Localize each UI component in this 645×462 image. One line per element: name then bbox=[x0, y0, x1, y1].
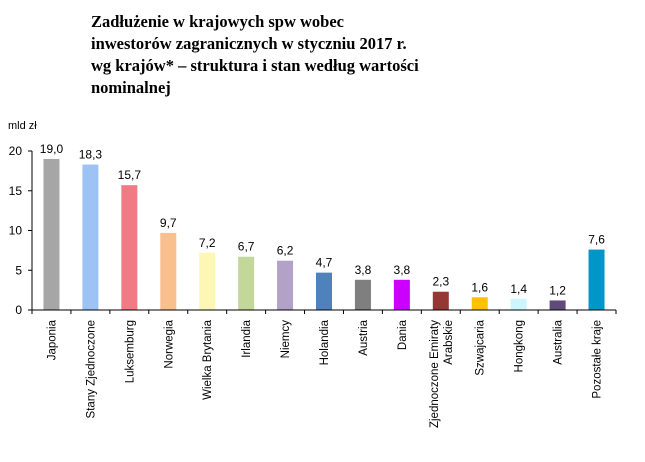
bar bbox=[160, 232, 177, 310]
bar-value-label: 7,6 bbox=[588, 233, 605, 247]
bar bbox=[199, 252, 216, 310]
y-axis: 0 5 10 15 20 bbox=[9, 144, 33, 317]
bar-value-label: 2,3 bbox=[432, 275, 449, 289]
x-category-label: Pozostałe kraje bbox=[592, 320, 604, 399]
x-category-label: Norwegia bbox=[163, 319, 175, 368]
bar bbox=[121, 185, 138, 310]
bar bbox=[510, 298, 527, 310]
chart-title-line-3: wg krajów* – struktura i stan według war… bbox=[91, 56, 419, 75]
y-tick-label: 0 bbox=[15, 303, 22, 317]
bar-value-label: 1,2 bbox=[549, 283, 566, 297]
x-category-label: Australia bbox=[553, 319, 565, 364]
x-category-label: Irlandia bbox=[241, 319, 253, 357]
x-category-label: Niemcy bbox=[280, 320, 292, 359]
bar-value-label: 4,7 bbox=[316, 256, 333, 270]
x-category-label: Stany Zjednoczone bbox=[85, 320, 97, 418]
chart-title: Zadłużenie w krajowych spw wobec inwesto… bbox=[91, 11, 561, 99]
y-axis-label: mld zł bbox=[8, 120, 37, 132]
bar-value-label: 15,7 bbox=[118, 168, 142, 182]
bar bbox=[588, 249, 605, 310]
bars: 19,0 18,3 15,7 9,7 7,2 6,7 6,2 4,7 3,8 3,8 2,3 1,6 1… bbox=[40, 142, 605, 310]
bar bbox=[549, 300, 566, 310]
bar-value-label: 3,8 bbox=[394, 263, 411, 277]
bar bbox=[393, 279, 410, 310]
chart-title-line-1: Zadłużenie w krajowych spw wobec bbox=[91, 12, 345, 31]
bar bbox=[238, 256, 255, 310]
x-axis: Japonia Stany Zjednoczone Luksemburg Norweg… bbox=[31, 309, 617, 428]
bar-value-label: 9,7 bbox=[160, 216, 177, 230]
bar-value-label: 19,0 bbox=[40, 142, 64, 156]
bar-value-label: 6,7 bbox=[238, 240, 255, 254]
bar-value-label: 7,2 bbox=[199, 236, 216, 250]
chart-title-line-2: inwestorów zagranicznych w styczniu 2017… bbox=[91, 34, 407, 53]
x-category-label: Dania bbox=[397, 319, 409, 350]
x-category-label: Zjednoczone Emiraty bbox=[429, 320, 441, 428]
bar bbox=[277, 260, 294, 310]
bar-value-label: 3,8 bbox=[355, 263, 372, 277]
y-tick-label: 5 bbox=[15, 263, 22, 277]
bar-value-label: 6,2 bbox=[277, 244, 294, 258]
x-category-label: Austria bbox=[358, 319, 370, 355]
y-tick-label: 15 bbox=[9, 184, 23, 198]
bar bbox=[432, 291, 449, 310]
x-category-label: Japonia bbox=[46, 319, 58, 360]
bar bbox=[82, 164, 99, 310]
chart-title-line-4: nominalnej bbox=[91, 78, 171, 97]
x-category-label: Szwajcaria bbox=[475, 319, 487, 375]
x-category-label: Holandia bbox=[319, 319, 331, 365]
x-category-label: Hongkong bbox=[514, 320, 526, 372]
y-tick-label: 10 bbox=[9, 224, 23, 238]
bar-value-label: 1,6 bbox=[471, 280, 488, 294]
bar-value-label: 1,4 bbox=[510, 282, 527, 296]
x-category-label: Arabskie bbox=[443, 320, 455, 365]
x-category-label: Wielka Brytania bbox=[202, 319, 214, 399]
x-category-label: Luksemburg bbox=[124, 320, 136, 383]
y-tick-label: 20 bbox=[9, 144, 23, 158]
bar bbox=[354, 279, 371, 310]
bar bbox=[471, 297, 488, 310]
bar-value-label: 18,3 bbox=[79, 148, 103, 162]
bar bbox=[316, 272, 332, 310]
bar bbox=[43, 158, 60, 310]
